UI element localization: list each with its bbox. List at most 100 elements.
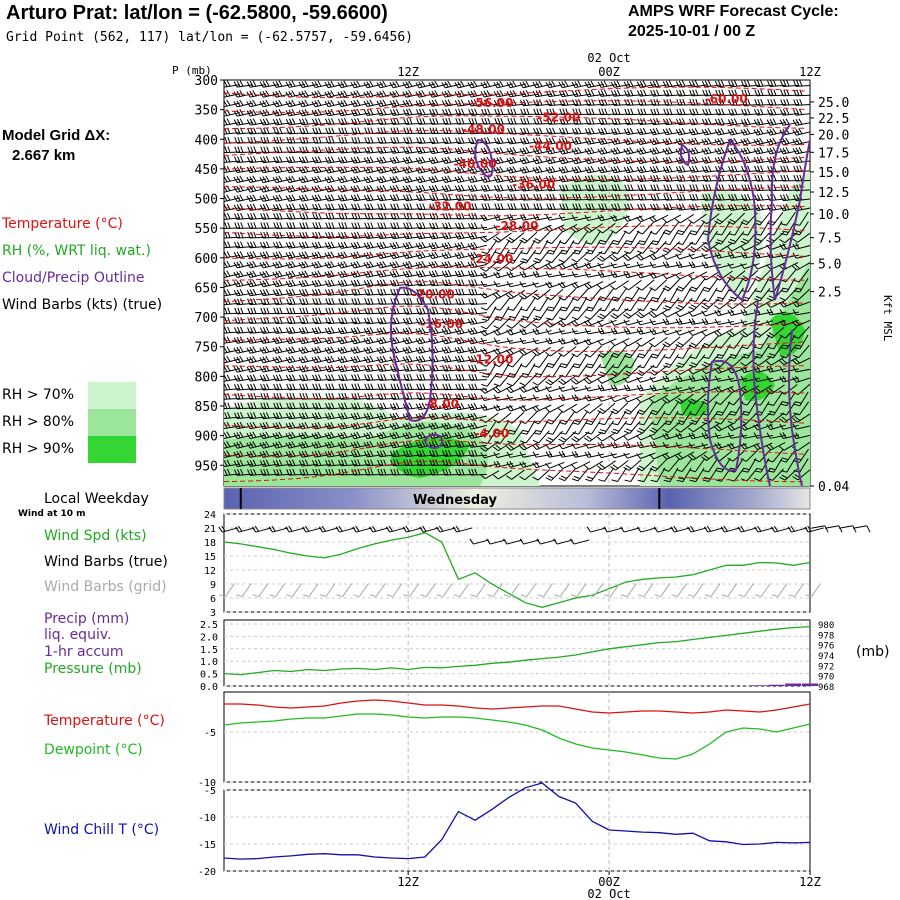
wind-barb-flag — [311, 81, 316, 88]
wind-barb-flag — [481, 108, 485, 116]
wind-barb — [545, 147, 565, 155]
wind-barb-flag — [351, 118, 355, 125]
wind-barb — [740, 137, 760, 146]
wind-barb-flag — [341, 127, 345, 134]
wind-barb-flag — [337, 81, 342, 88]
wind-barb-flag — [546, 118, 550, 125]
wind-barb-flag — [278, 118, 283, 125]
wind-barb-flag — [747, 98, 751, 106]
wind-barb-flag — [497, 127, 501, 134]
wind-barb-flag — [741, 109, 745, 116]
wind-barb — [702, 108, 722, 116]
wind-barb-flag — [445, 127, 449, 134]
wind-barb — [402, 80, 422, 89]
wind-barb-flag — [743, 118, 748, 125]
wind-barb-flag — [357, 127, 361, 134]
wind-barb-flag — [769, 108, 774, 116]
wind-barb-flag — [317, 108, 322, 115]
wind-barb-flag — [233, 81, 238, 88]
wind-barb-flag — [272, 119, 277, 126]
wind-barb-flag — [792, 129, 797, 136]
wind-barb-flag — [636, 128, 641, 135]
wind-barb-flag — [512, 146, 517, 153]
wind-barb-flag — [327, 100, 332, 107]
wind-barb-flag — [650, 108, 654, 115]
wind-barb-flag — [337, 157, 342, 164]
wind-barb-flag — [486, 80, 491, 87]
wind-barb-flag — [444, 99, 449, 106]
wind-barb-flag — [730, 80, 735, 87]
wind-barb-flag — [708, 89, 712, 96]
wind-barb-flag — [793, 80, 797, 87]
wind-barb-flag — [457, 157, 462, 164]
wind-barb-flag — [766, 148, 771, 155]
wind-barb-flag — [548, 81, 553, 88]
wind-barb — [285, 118, 306, 126]
wind-barb-flag — [357, 136, 361, 144]
wind-barb-flag — [626, 89, 631, 97]
wind-barb-flag — [473, 99, 478, 106]
wind-barb — [741, 80, 761, 88]
wind-barb — [740, 147, 760, 155]
wind-barb — [636, 127, 656, 136]
wind-barb-flag — [678, 128, 683, 135]
wind-barb-flag — [252, 80, 257, 87]
wind-barb-flag — [616, 89, 621, 96]
wind-barb-flag — [727, 80, 732, 87]
wind-barb-flag — [796, 89, 800, 96]
wind-barb-flag — [278, 156, 283, 163]
wind-barb-flag — [678, 80, 683, 87]
wind-barb-flag — [262, 109, 267, 116]
wind-barb-flag — [234, 156, 238, 163]
wind-barb-flag — [272, 81, 277, 88]
wind-barb-flag — [718, 89, 722, 96]
wind-barb-flag — [415, 147, 420, 154]
wind-barb-flag — [275, 109, 280, 116]
wind-barb-flag — [224, 146, 228, 153]
wind-barb — [350, 156, 370, 164]
wind-barb-flag — [597, 90, 602, 97]
wind-barb-flag — [377, 118, 381, 125]
wind-barb-flag — [695, 89, 699, 96]
wind-barb-flag — [461, 127, 465, 134]
wind-barb-flag — [468, 127, 472, 134]
wind-barb-flag — [314, 156, 319, 163]
wind-barb-flag — [429, 118, 433, 125]
wind-barb-flag — [249, 118, 254, 125]
wind-barb-flag — [522, 137, 527, 144]
wind-barb — [259, 99, 279, 108]
wind-barb-flag — [533, 108, 537, 115]
wind-barb-flag — [356, 90, 361, 97]
wind-barb-flag — [455, 108, 459, 116]
wind-barb-flag — [311, 157, 316, 164]
wind-barb — [363, 99, 383, 108]
wind-barb-flag — [291, 90, 296, 97]
wind-barb-flag — [520, 108, 524, 115]
wind-barb-flag — [393, 118, 397, 125]
wind-barb — [350, 80, 370, 89]
wind-barb-flag — [551, 147, 556, 154]
wind-barb — [623, 147, 643, 155]
wind-barb-flag — [369, 80, 374, 87]
wind-barb — [636, 80, 656, 88]
wind-barb-flag — [467, 157, 472, 164]
wind-barb-flag — [691, 147, 696, 154]
wind-barb — [649, 147, 669, 155]
wind-barb-flag — [746, 128, 751, 135]
wind-barb-flag — [441, 82, 446, 89]
wind-barb-flag — [798, 118, 803, 125]
wind-barb-flag — [587, 147, 592, 154]
wind-barb-flag — [340, 109, 345, 116]
wind-barb-flag — [299, 127, 303, 134]
wind-barb-flag — [434, 80, 439, 87]
wind-barb — [273, 127, 293, 135]
wind-barb-flag — [380, 127, 384, 134]
wind-barb-flag — [694, 147, 699, 154]
wind-barb-flag — [702, 99, 706, 106]
wind-barb-flag — [578, 117, 582, 125]
wind-barb-flag — [757, 108, 761, 116]
wind-barb-flag — [292, 136, 296, 144]
wind-barb-flag — [759, 147, 764, 153]
wind-barb-flag — [298, 156, 303, 164]
